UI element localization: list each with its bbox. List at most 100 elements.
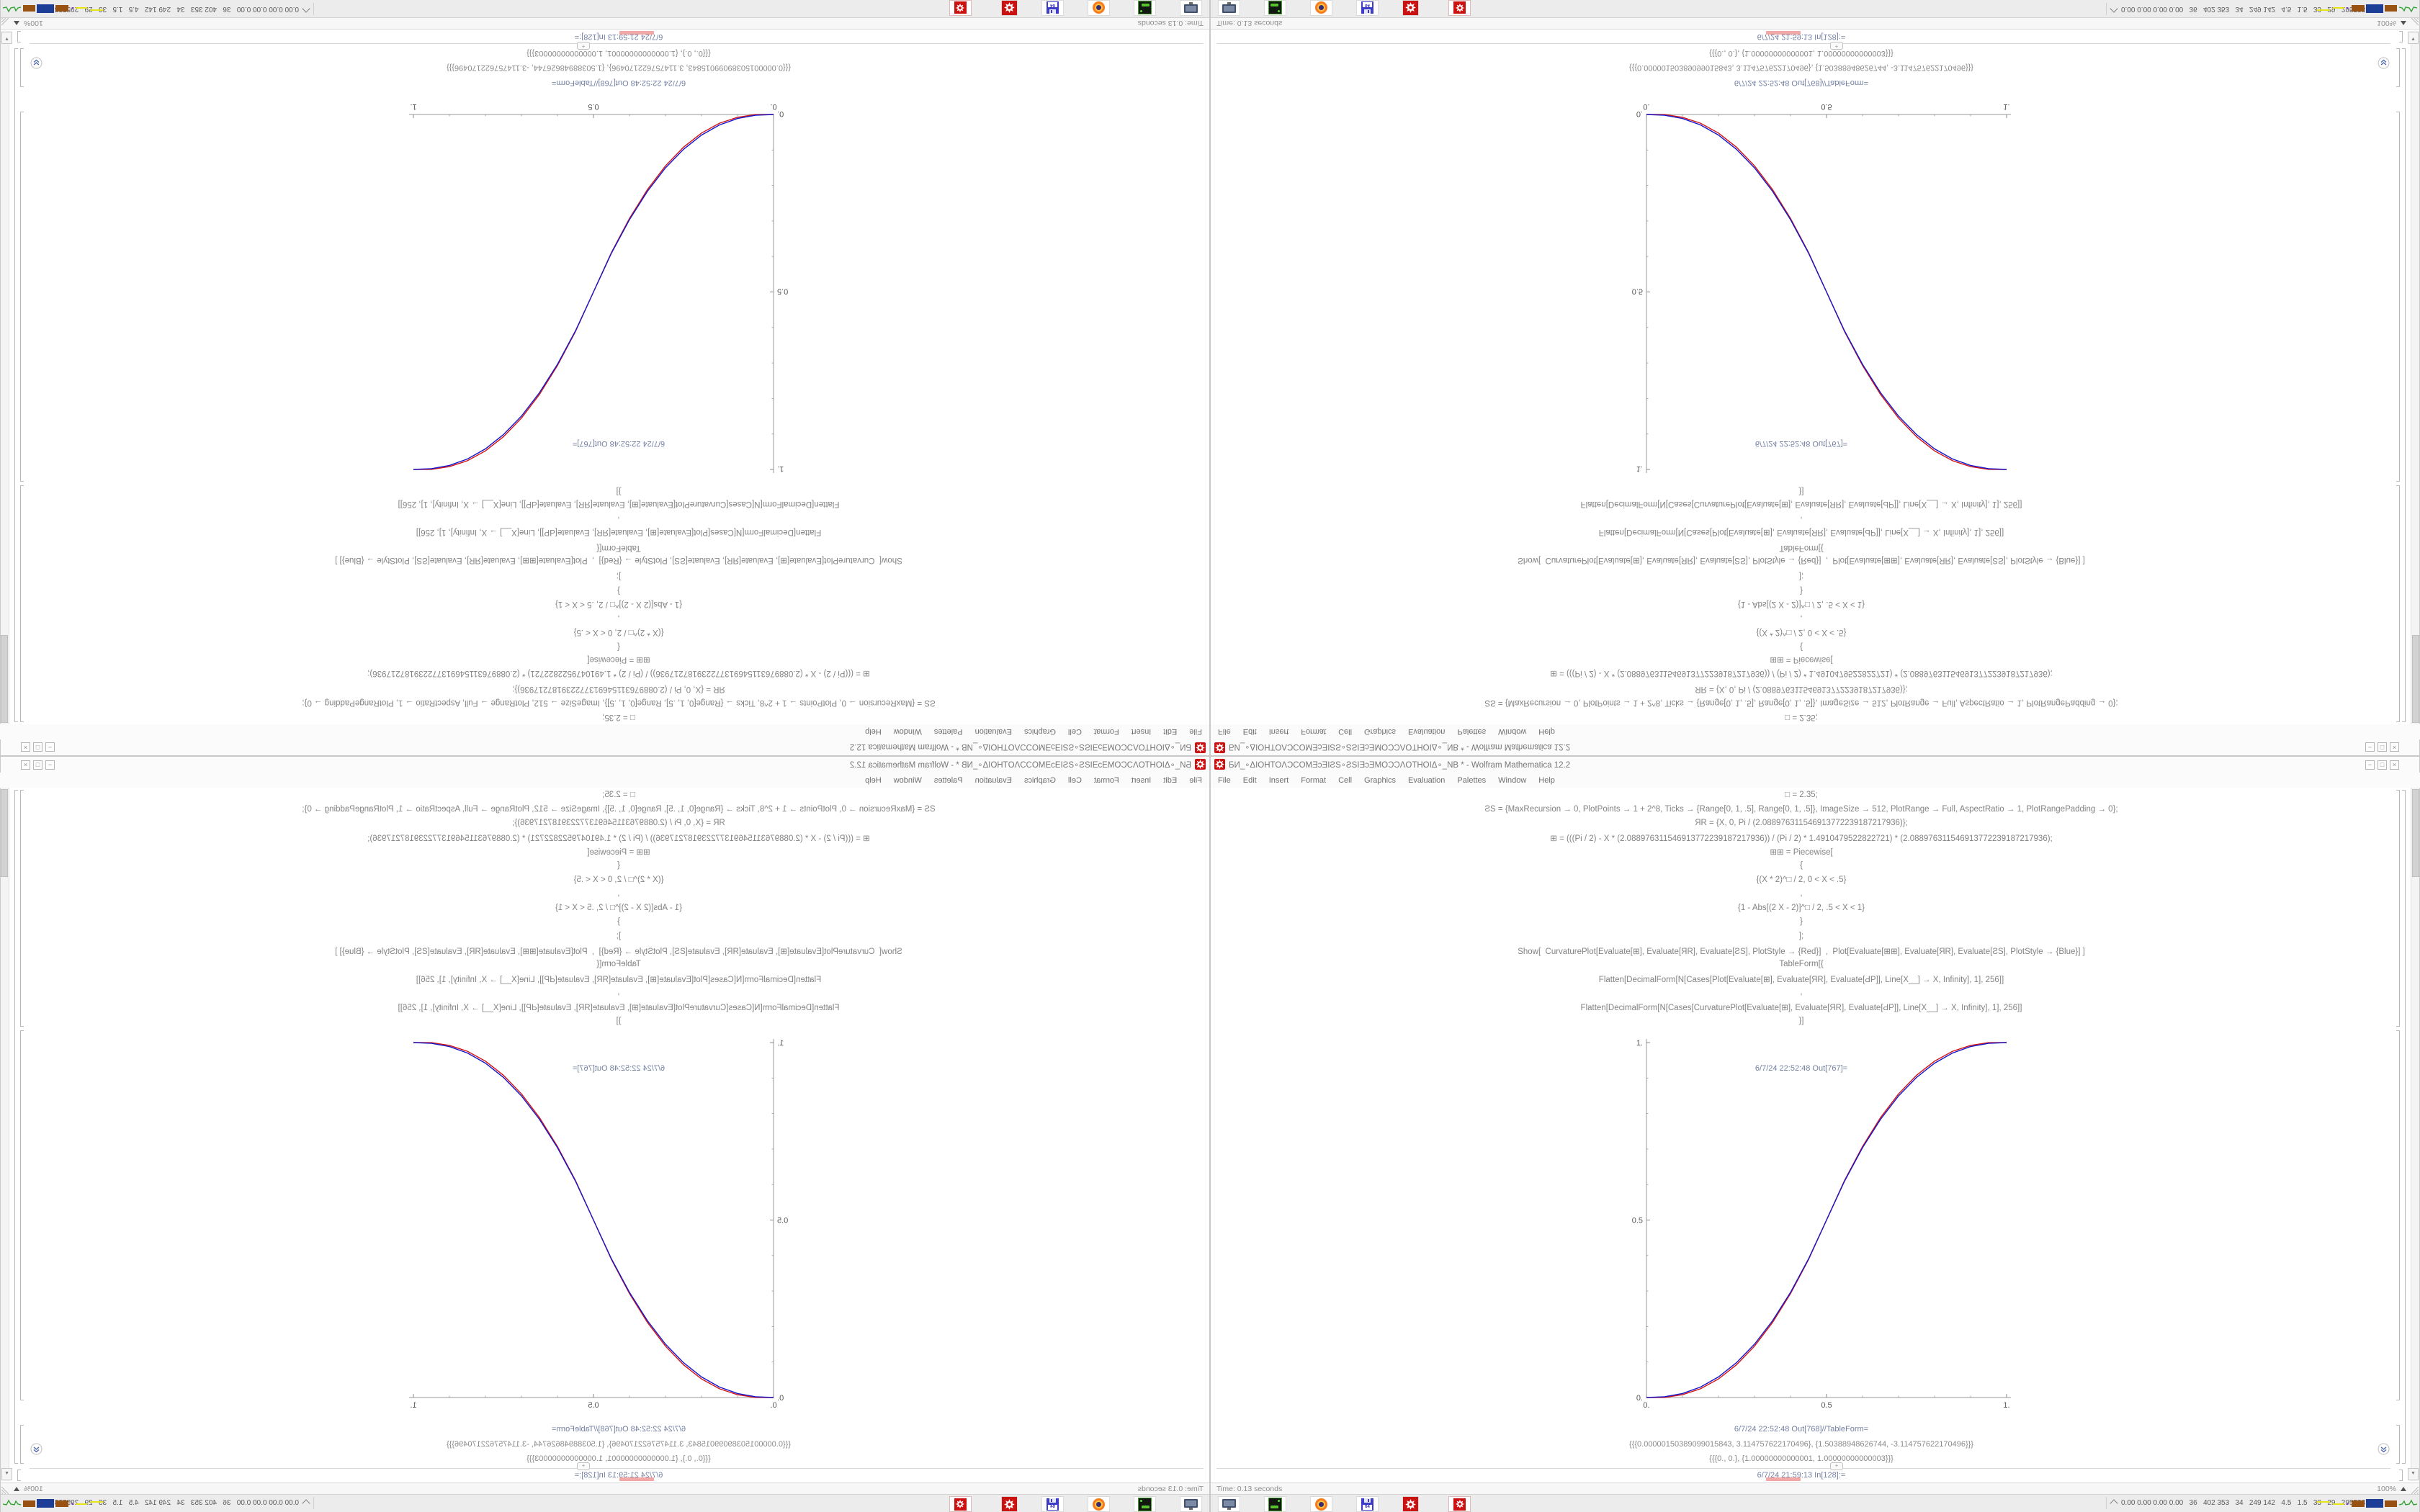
taskbar-item-disk-drive-icon[interactable]	[1264, 1496, 1286, 1512]
title-bar[interactable]: БИ_∘ΔIOHTOΛƆCOMƎɔƎIƧS∘ƧSIƎɔƎMOƆƆΛOTHOIΔ∘…	[1211, 757, 2419, 773]
cell-bracket-new[interactable]	[17, 31, 21, 42]
code-line[interactable]: TableForm[{	[1779, 543, 1824, 552]
code-line[interactable]: }	[1800, 917, 1803, 927]
code-line[interactable]: ⊞⊞ = Piecewise[	[587, 848, 650, 858]
close-button[interactable]: ×	[21, 742, 30, 752]
menu-help[interactable]: Help	[1538, 775, 1555, 785]
maximize-button[interactable]: □	[2378, 742, 2387, 752]
jump-to-end-icon[interactable]	[30, 57, 42, 69]
menu-cell[interactable]: Cell	[1067, 775, 1082, 785]
code-line[interactable]: Flatten[DecimalForm[N[Cases[Plot[Evaluat…	[416, 528, 822, 537]
insert-cell-plus-icon[interactable]: +	[1830, 1462, 1843, 1470]
menu-edit[interactable]: Edit	[1242, 775, 1257, 785]
menu-palettes[interactable]: Palettes	[933, 727, 963, 737]
code-line[interactable]: ЯR = {X, 0, Pi / (2.08897631154691377223…	[1695, 684, 1908, 693]
code-line[interactable]: }]	[616, 487, 622, 496]
minimize-button[interactable]: −	[45, 742, 55, 752]
cell-insertion-line[interactable]	[30, 1468, 1204, 1469]
code-line[interactable]: {(X * 2)^□ / 2, 0 < X < .5}	[573, 875, 664, 884]
taskbar-item-mathematica-kernel-icon[interactable]	[1448, 0, 1471, 16]
code-line[interactable]: {1 - Abs[(2 X - 2)]^□ / 2, .5 < X < 1}	[1738, 903, 1865, 912]
magnification-value[interactable]: 100%	[2377, 19, 2396, 27]
menu-file[interactable]: File	[1189, 775, 1202, 785]
code-line[interactable]: {	[1800, 861, 1803, 870]
magnification-popup-icon[interactable]	[2401, 21, 2406, 25]
code-line[interactable]: ЯR = {X, 0, Pi / (2.08897631154691377223…	[512, 684, 725, 693]
taskbar-item-firefox-icon[interactable]	[1088, 1496, 1110, 1512]
cell-bracket-new[interactable]	[2399, 1470, 2403, 1481]
code-line[interactable]: Flatten[DecimalForm[N[Cases[Plot[Evaluat…	[1598, 528, 2004, 537]
menu-palettes[interactable]: Palettes	[1457, 727, 1487, 737]
taskbar-item-mathematica-icon[interactable]	[1402, 0, 1419, 16]
taskbar-item-disk-drive-icon[interactable]	[1134, 0, 1156, 16]
menu-insert[interactable]: Insert	[1131, 775, 1152, 785]
code-line[interactable]: Flatten[DecimalForm[N[Cases[CurvaturePlo…	[398, 1004, 840, 1012]
menu-window[interactable]: Window	[1498, 775, 1527, 785]
code-line[interactable]: □ = 2.35;	[602, 791, 635, 799]
menu-evaluation[interactable]: Evaluation	[1408, 775, 1446, 785]
menu-format[interactable]: Format	[1093, 727, 1119, 737]
insert-cell-plus-icon[interactable]: +	[1830, 42, 1843, 50]
code-line[interactable]: {1 - Abs[(2 X - 2)]^□ / 2, .5 < X < 1}	[555, 600, 682, 609]
cell-bracket-new[interactable]	[17, 1470, 21, 1481]
scrollbar-down-arrow-icon[interactable]: ▼	[1, 1468, 12, 1480]
taskbar-item-mathematica-kernel-icon[interactable]	[949, 1496, 972, 1512]
code-line[interactable]: ƧS = {MaxRecursion → 0, PlotPoints → 1 +…	[1484, 698, 2118, 708]
code-line[interactable]: {1 - Abs[(2 X - 2)]^□ / 2, .5 < X < 1}	[555, 903, 682, 912]
taskbar-item-floppy-icon[interactable]: 64	[1356, 0, 1379, 16]
code-line[interactable]: ЯR = {X, 0, Pi / (2.08897631154691377223…	[512, 819, 725, 828]
menu-graphics[interactable]: Graphics	[1364, 727, 1397, 737]
scrollbar-thumb[interactable]	[2412, 789, 2419, 877]
maximize-button[interactable]: □	[33, 742, 42, 752]
jump-to-end-icon[interactable]	[2378, 1443, 2390, 1455]
resize-grip-icon[interactable]	[2409, 17, 2419, 27]
code-line[interactable]: {(X * 2)^□ / 2, 0 < X < .5}	[573, 628, 664, 637]
cell-bracket-table[interactable]	[2396, 48, 2400, 87]
title-bar[interactable]: БИ_∘ΔIOHTOΛƆCOMƎɔƎIƧS∘ƧSIƎɔƎMOƆƆΛOTHOIΔ∘…	[1, 739, 1209, 755]
menu-palettes[interactable]: Palettes	[1457, 775, 1487, 785]
code-line[interactable]: ,	[1800, 515, 1803, 524]
menu-insert[interactable]: Insert	[1268, 775, 1289, 785]
taskbar-item-mathematica-kernel-icon[interactable]	[949, 0, 972, 16]
taskbar-item-display-icon[interactable]	[1218, 0, 1240, 16]
notebook-content[interactable]: □ = 2.35; ƧS = {MaxRecursion → 0, PlotPoi…	[8, 30, 1209, 724]
code-line[interactable]: ,	[1800, 889, 1803, 899]
code-line[interactable]: Flatten[DecimalForm[N[Cases[CurvaturePlo…	[398, 500, 840, 508]
code-line[interactable]: ⊞⊞ = Piecewise[	[1770, 654, 1833, 664]
notebook-content[interactable]: □ = 2.35; ƧS = {MaxRecursion → 0, PlotPoi…	[1211, 788, 2412, 1482]
code-line[interactable]: Flatten[DecimalForm[N[Cases[CurvaturePlo…	[1580, 500, 2022, 508]
code-line[interactable]: ⊞ = (((Pi / 2) - X * (2.0889763115469137…	[367, 834, 870, 843]
code-line[interactable]: Show[ CurvaturePlot[Evaluate[⊞], Evaluat…	[1518, 556, 2085, 565]
magnification-popup-icon[interactable]	[14, 21, 19, 25]
magnification-popup-icon[interactable]	[14, 1487, 19, 1491]
code-line[interactable]: ,	[1800, 988, 1803, 997]
code-line[interactable]: {1 - Abs[(2 X - 2)]^□ / 2, .5 < X < 1}	[1738, 600, 1865, 609]
code-line[interactable]: }]	[1798, 487, 1804, 496]
minimize-button[interactable]: −	[45, 760, 55, 770]
code-line[interactable]: {	[1800, 642, 1803, 651]
cell-insertion-line[interactable]	[30, 43, 1204, 44]
magnification-value[interactable]: 100%	[2377, 1485, 2396, 1493]
scrollbar-thumb[interactable]	[1, 789, 8, 877]
resize-grip-icon[interactable]	[1, 1485, 11, 1495]
menu-cell[interactable]: Cell	[1067, 727, 1082, 737]
code-line[interactable]: ⊞ = (((Pi / 2) - X * (2.0889763115469137…	[1550, 834, 2053, 843]
cell-bracket-input[interactable]	[2396, 485, 2400, 722]
taskbar-item-firefox-icon[interactable]	[1088, 0, 1110, 16]
cell-bracket-group[interactable]	[2402, 790, 2406, 1464]
cell-bracket-plot[interactable]	[2396, 1030, 2400, 1400]
code-line[interactable]: Flatten[DecimalForm[N[Cases[Plot[Evaluat…	[1598, 975, 2004, 984]
menu-evaluation[interactable]: Evaluation	[974, 775, 1012, 785]
cell-bracket-group[interactable]	[14, 48, 18, 722]
code-line[interactable]: Show[ CurvaturePlot[Evaluate[⊞], Evaluat…	[1518, 947, 2085, 956]
menu-edit[interactable]: Edit	[1242, 727, 1257, 737]
insert-cell-plus-icon[interactable]: +	[577, 1462, 590, 1470]
scrollbar-thumb[interactable]	[2412, 635, 2419, 723]
code-line[interactable]: ⊞ = (((Pi / 2) - X * (2.0889763115469137…	[1550, 669, 2053, 678]
menu-format[interactable]: Format	[1093, 775, 1119, 785]
jump-to-end-icon[interactable]	[2378, 57, 2390, 69]
code-line[interactable]: ];	[1798, 572, 1804, 580]
jump-to-end-icon[interactable]	[30, 1443, 42, 1455]
code-line[interactable]: ,	[617, 889, 620, 899]
taskbar-item-mathematica-kernel-icon[interactable]	[1448, 1496, 1471, 1512]
